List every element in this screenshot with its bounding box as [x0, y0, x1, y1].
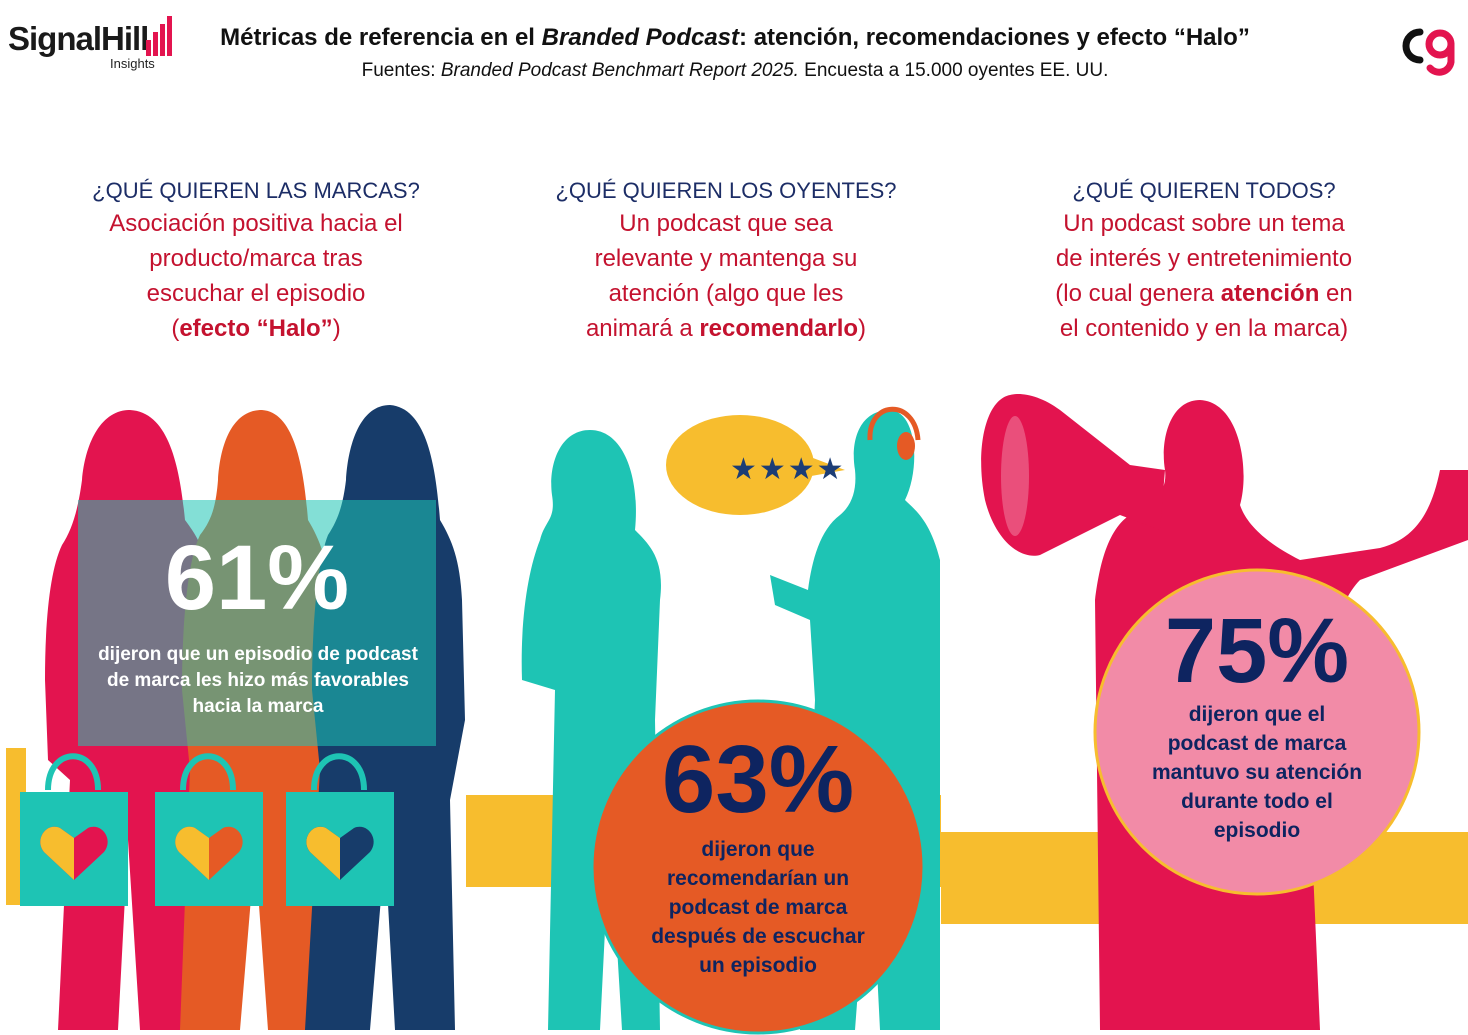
shopping-bag-icon [20, 753, 128, 906]
stat-desc-63: dijeron que recomendarían un podcast de … [651, 838, 865, 977]
rating-stars: ★★★★ [730, 453, 846, 486]
stat-circle-75 [1093, 568, 1421, 896]
stat-desc-75: dijeron que el podcast de marca mantuvo … [1151, 703, 1363, 842]
question-brands: ¿QUÉ QUIEREN LAS MARCAS? [92, 178, 420, 203]
column-everyone-heading: ¿QUÉ QUIEREN TODOS? Un podcast sobre un … [974, 176, 1434, 346]
brand-name: SignalHill [8, 20, 149, 57]
page-subtitle: Fuentes: Branded Podcast Benchmart Repor… [361, 60, 1109, 81]
stat-desc-61: dijeron que un episodio de podcast de ma… [98, 644, 418, 717]
shopping-bag-icon [155, 753, 263, 906]
brand-sub: Insights [110, 56, 155, 71]
page-title: Métricas de referencia en el Branded Pod… [220, 24, 1250, 51]
column-brands-heading: ¿QUÉ QUIEREN LAS MARCAS? Asociación posi… [26, 176, 486, 346]
stat-box-61 [78, 500, 436, 746]
shopping-bag-icon [286, 753, 394, 906]
rating-bubble-icon [666, 415, 845, 515]
stat-value-63: 63% [661, 726, 855, 833]
signalhill-logo: SignalHill Insights [8, 10, 178, 80]
question-everyone: ¿QUÉ QUIEREN TODOS? [1072, 178, 1336, 203]
question-listeners: ¿QUÉ QUIEREN LOS OYENTES? [555, 178, 897, 203]
cg-logo-icon [1402, 28, 1455, 76]
bar-chart-icon [146, 16, 172, 56]
stat-value-61: 61% [164, 527, 350, 629]
stat-value-75: 75% [1164, 600, 1350, 702]
column-listeners-heading: ¿QUÉ QUIEREN LOS OYENTES? Un podcast que… [496, 176, 956, 346]
stat-circle-63 [590, 699, 926, 1035]
